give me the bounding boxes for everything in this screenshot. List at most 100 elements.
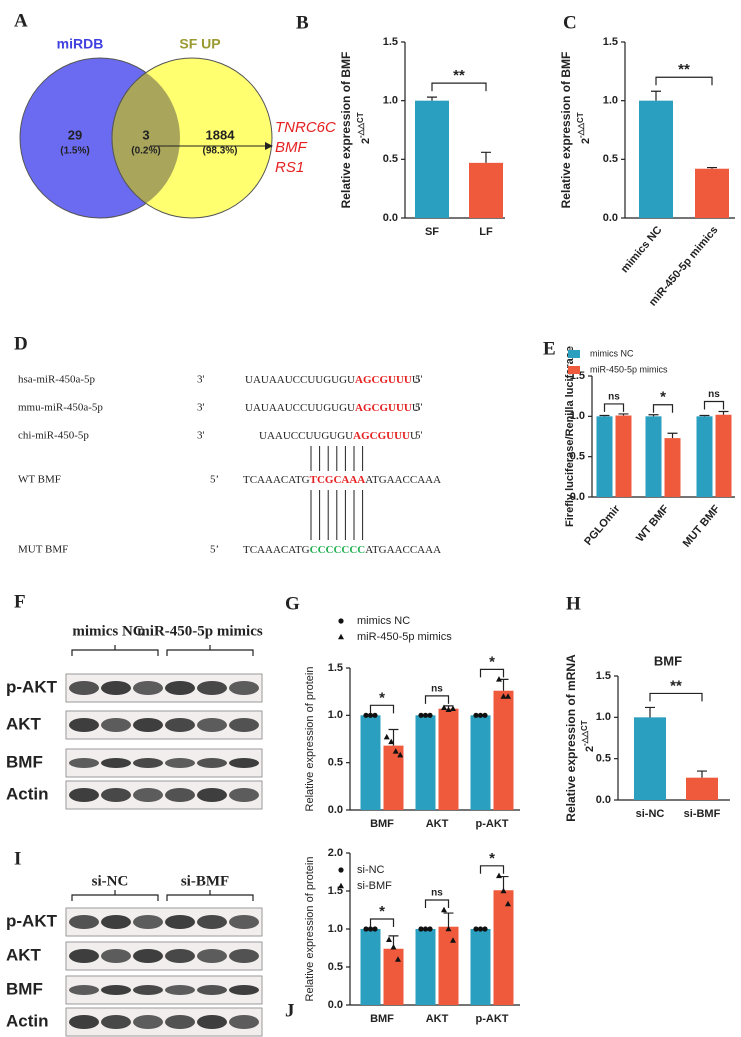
seq-part: ATGAACCAAA <box>365 474 441 486</box>
band <box>165 758 195 768</box>
row-label: AKT <box>6 945 42 964</box>
chart-title: BMF <box>654 653 682 668</box>
band <box>165 949 195 963</box>
bar <box>415 929 436 1005</box>
point <box>496 872 502 879</box>
bar <box>383 948 404 1005</box>
unit-base: 2 <box>584 746 596 752</box>
error-line <box>645 706 655 718</box>
sig-label: ns <box>431 684 443 695</box>
band <box>133 758 163 768</box>
bar <box>360 715 381 810</box>
x-tick-label: MUT BMF <box>681 503 723 550</box>
set-name: miRDB <box>57 36 104 52</box>
point <box>363 926 369 932</box>
bar <box>696 416 713 497</box>
band <box>69 915 99 929</box>
seq-part: TCGCAAA <box>310 474 366 486</box>
point <box>390 944 397 950</box>
panel-label: B <box>296 12 309 33</box>
sig-bracket <box>424 899 450 908</box>
band <box>229 758 259 768</box>
band <box>165 681 195 695</box>
unit-exp: -△△CT <box>576 112 585 138</box>
point <box>422 926 429 932</box>
point <box>427 712 433 718</box>
band <box>133 718 163 732</box>
band <box>69 681 99 695</box>
seq-part: UAUAAUCCUUGUGU <box>245 374 355 386</box>
sig-bracket <box>479 865 505 874</box>
seq-end: 3' <box>197 430 205 442</box>
y-tick-label: 0.5 <box>570 451 585 463</box>
band <box>133 915 163 929</box>
band <box>101 1015 131 1029</box>
band <box>229 681 259 695</box>
bar <box>695 168 729 218</box>
sig-bracket <box>431 82 487 92</box>
bar <box>634 717 666 800</box>
bar <box>415 100 449 218</box>
point <box>482 926 488 932</box>
point <box>418 712 424 718</box>
bar <box>493 690 514 810</box>
panel-label: H <box>566 593 581 614</box>
group-label: mimics NC <box>72 623 143 639</box>
band <box>69 758 99 768</box>
seq-part: AGCGUUU <box>353 430 410 442</box>
point <box>477 712 484 718</box>
sequence: TCAAACATGCCCCCCCATGAACCAAA <box>243 544 441 556</box>
band <box>101 915 131 929</box>
x-tick-label: AKT <box>426 1013 449 1025</box>
error-line <box>699 414 710 417</box>
error-bar <box>443 912 454 927</box>
sig-bracket <box>703 400 725 410</box>
x-tick-label: LF <box>479 226 493 238</box>
sig-bracket <box>369 704 395 714</box>
error-line <box>697 770 707 778</box>
bracket <box>71 645 159 656</box>
y-tick-label: 0.5 <box>328 961 343 973</box>
seq-part: TCAAACATG <box>243 544 310 556</box>
y-tick-label: 1.5 <box>603 36 618 48</box>
panel-label: E <box>543 338 556 359</box>
bar <box>360 929 381 1005</box>
sig-label: * <box>379 903 385 920</box>
seq-end: 5’ <box>210 544 219 556</box>
band <box>165 718 195 732</box>
x-tick-label: BMF <box>370 1013 394 1025</box>
sig-bracket <box>652 404 674 413</box>
error-line <box>651 90 661 101</box>
error-line <box>718 410 729 415</box>
band <box>229 718 259 732</box>
y-axis-label: Relative expression of BMF <box>339 52 353 209</box>
venn: A miRDB SF UP 29 (1.5%) 3 (0.2%) 1884 (9… <box>14 10 336 219</box>
point <box>363 712 369 718</box>
legend-swatch <box>568 366 580 374</box>
error-bar <box>718 410 729 415</box>
error-bar <box>427 96 437 101</box>
overlap <box>111 58 180 218</box>
seq-end: 5' <box>415 374 423 386</box>
band <box>229 985 259 995</box>
point <box>473 926 479 932</box>
sig-bracket <box>603 403 625 412</box>
sig-label: * <box>379 689 385 706</box>
band <box>229 949 259 963</box>
y-axis-label: Relative expression of mRNA <box>564 654 578 822</box>
error-bar <box>707 166 717 169</box>
band <box>101 681 131 695</box>
sig-label: ns <box>608 392 620 403</box>
point <box>422 712 429 718</box>
band <box>229 788 259 802</box>
set-pct: (98.3%) <box>202 146 237 157</box>
unit-exp: -△△CT <box>580 720 589 746</box>
point <box>450 937 456 943</box>
sig-bracket <box>479 668 505 678</box>
sig-bracket <box>655 76 713 86</box>
x-tick-label: p-AKT <box>476 1013 509 1025</box>
band <box>197 788 227 802</box>
band <box>197 985 227 995</box>
seq-name: hsa-miR-450a-5p <box>18 374 95 386</box>
bar <box>596 416 613 497</box>
